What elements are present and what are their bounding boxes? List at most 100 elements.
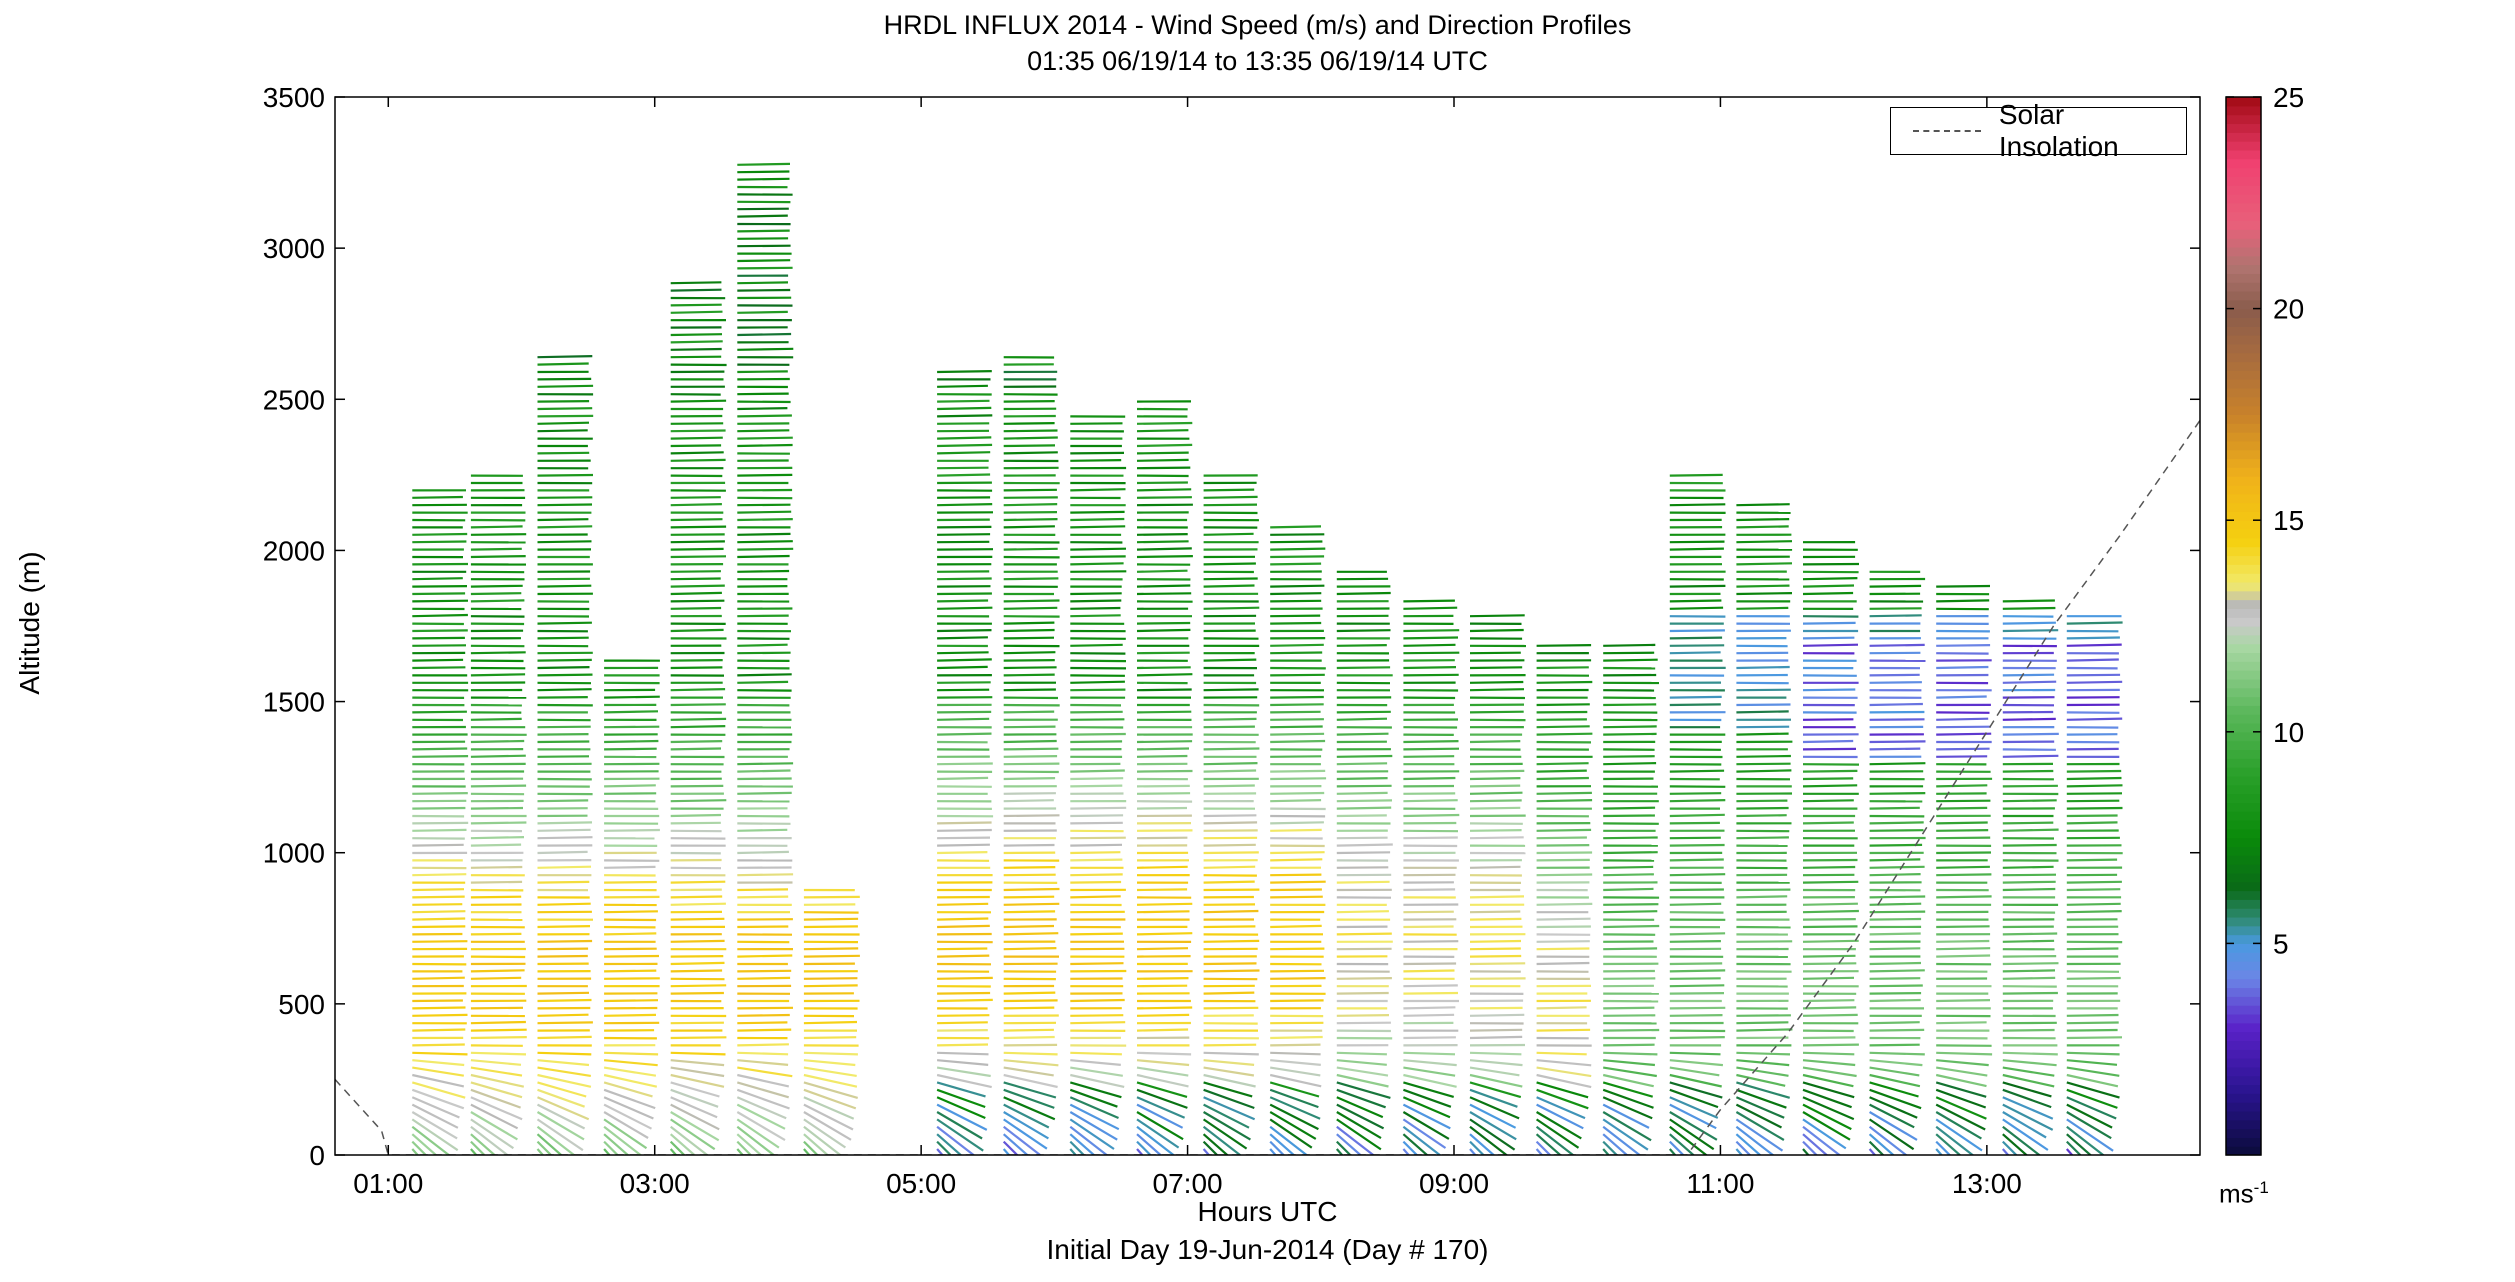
wind-barb bbox=[1669, 1140, 1685, 1155]
wind-barb bbox=[1203, 1043, 1257, 1047]
wind-barb bbox=[1136, 747, 1190, 751]
wind-barb bbox=[1669, 962, 1723, 966]
wind-barb bbox=[1936, 873, 1992, 877]
wind-barb bbox=[1070, 873, 1123, 877]
colorbar-segment bbox=[2226, 670, 2261, 680]
wind-barb bbox=[1935, 1103, 1986, 1131]
wind-barb bbox=[470, 1103, 519, 1130]
wind-barb bbox=[937, 370, 992, 374]
wind-barb bbox=[1802, 784, 1858, 788]
wind-barb bbox=[1936, 717, 1989, 721]
wind-barb bbox=[737, 1073, 790, 1088]
colorbar-segment bbox=[2226, 105, 2261, 116]
wind-barb bbox=[1003, 1073, 1058, 1089]
wind-barb bbox=[1269, 1103, 1319, 1131]
y-tick-label: 3000 bbox=[263, 233, 325, 264]
wind-barb bbox=[604, 910, 658, 914]
wind-barb bbox=[1336, 591, 1391, 596]
y-tick-label: 2000 bbox=[263, 535, 325, 566]
wind-barb bbox=[1003, 1096, 1056, 1121]
wind-barb bbox=[1869, 829, 1924, 832]
wind-barb bbox=[1802, 777, 1854, 781]
wind-barb bbox=[1536, 725, 1590, 729]
wind-barb bbox=[1869, 740, 1926, 744]
wind-barb bbox=[1202, 1118, 1248, 1150]
wind-barb bbox=[537, 421, 590, 425]
wind-barb bbox=[803, 1036, 857, 1040]
wind-barb bbox=[670, 961, 725, 966]
wind-barb bbox=[1203, 658, 1257, 662]
wind-barb bbox=[1802, 688, 1856, 692]
y-tick-label: 2500 bbox=[263, 384, 325, 415]
wind-barb bbox=[1736, 606, 1789, 610]
wind-barb bbox=[1535, 1140, 1552, 1155]
wind-barb bbox=[1136, 910, 1190, 914]
colorbar-segment bbox=[2226, 1146, 2261, 1156]
wind-barb bbox=[737, 547, 794, 551]
wind-barb bbox=[1936, 851, 1992, 855]
wind-barb bbox=[1270, 614, 1321, 618]
wind-barb bbox=[1536, 1111, 1582, 1140]
wind-barb bbox=[670, 902, 726, 906]
wind-barb bbox=[1403, 799, 1458, 803]
wind-barb bbox=[1602, 1096, 1653, 1120]
wind-barb bbox=[937, 665, 988, 670]
wind-barb bbox=[803, 1073, 858, 1088]
wind-barb bbox=[470, 533, 527, 536]
wind-barb bbox=[670, 1118, 716, 1151]
wind-barb bbox=[1070, 814, 1124, 818]
wind-barb bbox=[1270, 592, 1322, 596]
wind-barb bbox=[937, 732, 992, 736]
wind-barb bbox=[670, 939, 725, 943]
wind-barb bbox=[470, 547, 522, 551]
colorbar-segment bbox=[2226, 255, 2261, 266]
wind-barb bbox=[470, 584, 523, 588]
wind-barb bbox=[2066, 784, 2123, 788]
wind-barb bbox=[1536, 940, 1590, 943]
wind-barb bbox=[604, 895, 660, 899]
wind-barb bbox=[1136, 955, 1191, 958]
wind-barb bbox=[1136, 902, 1193, 906]
wind-barb bbox=[470, 1096, 523, 1121]
wind-barb bbox=[1736, 1081, 1791, 1099]
wind-barb bbox=[2002, 606, 2056, 610]
wind-barb bbox=[1003, 1066, 1054, 1077]
wind-barb bbox=[2066, 902, 2121, 906]
wind-barb bbox=[537, 407, 593, 411]
wind-barb bbox=[1002, 1133, 1029, 1155]
wind-barb bbox=[1136, 547, 1192, 551]
wind-barb bbox=[670, 955, 724, 958]
wind-barb bbox=[937, 1029, 988, 1032]
wind-barb bbox=[1736, 1051, 1791, 1056]
colorbar-segment bbox=[2226, 608, 2261, 618]
colorbar-segment bbox=[2226, 484, 2261, 495]
colorbar-segment bbox=[2226, 934, 2261, 944]
wind-barb bbox=[1736, 1088, 1787, 1109]
wind-barb bbox=[1136, 1096, 1186, 1119]
wind-barb bbox=[1136, 466, 1191, 470]
wind-barb bbox=[1936, 665, 1989, 670]
wind-barb bbox=[1403, 740, 1459, 744]
wind-barb bbox=[1736, 703, 1791, 707]
wind-barb bbox=[2066, 747, 2119, 751]
wind-barb bbox=[537, 540, 592, 544]
wind-barb bbox=[470, 1133, 497, 1155]
wind-barb bbox=[1336, 644, 1387, 647]
wind-barb bbox=[1469, 799, 1522, 803]
wind-barb bbox=[737, 392, 789, 396]
wind-barb bbox=[1136, 1140, 1152, 1155]
wind-barb bbox=[1536, 1088, 1589, 1110]
colorbar-segment bbox=[2226, 925, 2261, 936]
wind-barb bbox=[1536, 680, 1593, 684]
wind-barb bbox=[937, 717, 990, 721]
wind-barb bbox=[737, 1006, 794, 1010]
wind-barb bbox=[470, 1036, 527, 1040]
wind-barb bbox=[470, 754, 526, 758]
wind-barb bbox=[1602, 1133, 1629, 1155]
wind-barb bbox=[1070, 488, 1126, 492]
wind-barb bbox=[470, 1140, 486, 1155]
colorbar-segment bbox=[2226, 987, 2261, 997]
wind-barb bbox=[670, 784, 724, 788]
wind-barb bbox=[537, 1096, 590, 1121]
wind-barb bbox=[1336, 814, 1387, 818]
